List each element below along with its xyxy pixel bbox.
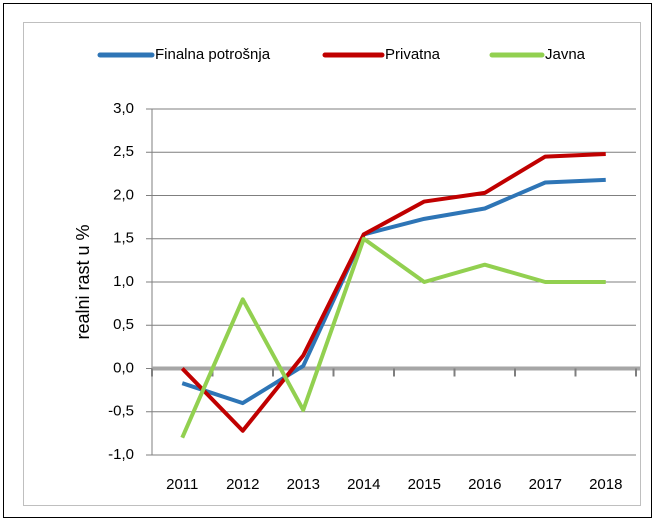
x-tick-label: 2017 [529,476,562,493]
x-tick-label: 2015 [408,476,441,493]
x-tick-label: 2018 [589,476,622,493]
y-axis-label: realni rast u % [73,224,93,339]
y-tick-label: 0,5 [113,316,134,333]
y-tick-label: 3,0 [113,100,134,117]
series-line [180,236,606,439]
x-tick-label: 2012 [226,476,259,493]
x-tick-label: 2016 [468,476,501,493]
y-tick-label: 2,5 [113,143,134,160]
y-tick-label: -1,0 [108,446,134,463]
y-tick-label: 1,0 [113,273,134,290]
plot-frame [23,22,641,506]
x-tick-label: 2013 [287,476,320,493]
legend-label: Javna [545,46,586,63]
series-line [180,151,606,433]
legend-label: Finalna potrošnja [155,46,271,63]
x-tick-label: 2011 [166,476,198,493]
x-tick-label: 2014 [347,476,380,493]
y-tick-label: -0,5 [108,403,134,420]
legend-label: Privatna [385,46,441,63]
y-tick-label: 2,0 [113,186,134,203]
y-tick-label: 1,5 [113,230,134,247]
outer-frame [3,3,652,518]
y-tick-label: 0,0 [113,359,134,376]
series-line [181,177,606,406]
